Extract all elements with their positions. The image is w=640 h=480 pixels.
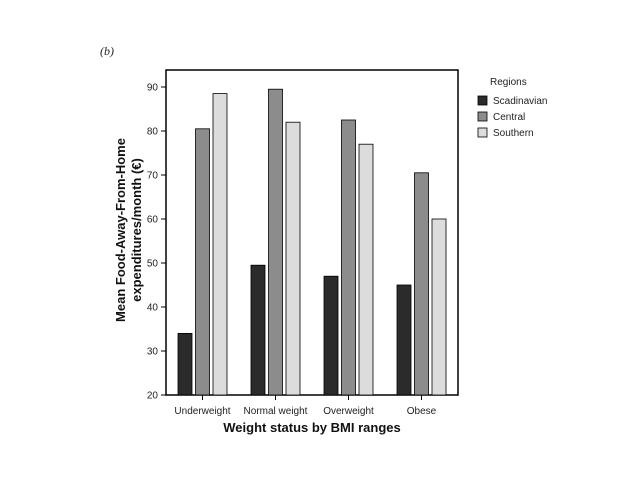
y-axis-title-line2: expenditures/month (€) <box>129 158 144 302</box>
y-axis-title: Mean Food-Away-From-Home expenditures/mo… <box>113 138 144 322</box>
x-axis-categories: Underweight Normal weight Overweight Obese <box>174 395 437 417</box>
x-tick-label: Obese <box>407 406 437 417</box>
plot-frame <box>165 69 459 396</box>
y-tick-label: 70 <box>147 171 159 182</box>
y-tick-label: 50 <box>147 259 159 270</box>
bar-scadinavian-overweight <box>323 275 339 396</box>
bar-central-underweight <box>195 128 210 396</box>
legend-title: Regions <box>490 77 527 88</box>
legend-swatch-central <box>477 111 488 122</box>
y-tick-label: 30 <box>147 347 159 358</box>
bar-central-overweight <box>341 119 356 396</box>
x-tick-label: Normal weight <box>244 406 308 417</box>
bar-scadinavian-underweight <box>177 332 193 396</box>
bar-southern-normal-weight <box>285 121 301 396</box>
x-tick-label: Overweight <box>323 406 374 417</box>
y-tick-label: 80 <box>147 127 159 138</box>
bar-central-obese <box>414 172 429 396</box>
bars-group <box>177 88 447 396</box>
y-axis-title-line1: Mean Food-Away-From-Home <box>113 138 128 322</box>
bar-scadinavian-obese <box>396 284 412 396</box>
x-tick-label: Underweight <box>174 406 230 417</box>
y-tick-label: 60 <box>147 215 159 226</box>
legend-swatch-scadinavian <box>477 95 488 106</box>
bar-scadinavian-normal-weight <box>250 264 266 396</box>
y-tick-label: 40 <box>147 303 159 314</box>
legend-label-central: Central <box>493 112 525 123</box>
y-axis-ticks: 20 30 40 50 60 70 80 90 <box>147 83 166 402</box>
y-tick-label: 90 <box>147 83 159 94</box>
bar-southern-underweight <box>212 93 228 396</box>
bar-southern-obese <box>431 218 447 396</box>
legend-swatch-southern <box>477 127 488 138</box>
legend: Regions Scadinavian Central Southern <box>477 77 547 139</box>
panel-label: (b) <box>100 44 114 58</box>
x-axis-title: Weight status by BMI ranges <box>223 420 400 435</box>
legend-label-southern: Southern <box>493 128 534 139</box>
legend-label-scadinavian: Scadinavian <box>493 96 547 107</box>
bar-central-normal-weight <box>268 88 283 396</box>
bar-southern-overweight <box>358 143 374 396</box>
y-tick-label: 20 <box>147 391 159 402</box>
